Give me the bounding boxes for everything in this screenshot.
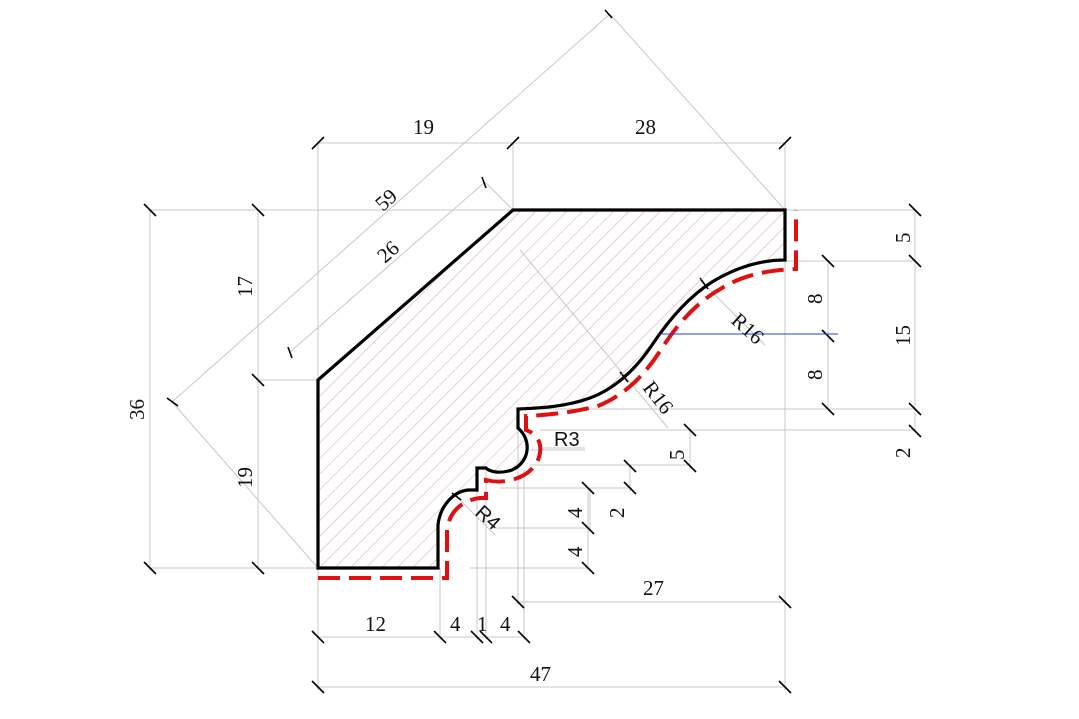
- dim-top-right-width: 28: [635, 115, 656, 139]
- molding-profile: [316, 208, 787, 570]
- offset-dashed-line: [318, 210, 798, 580]
- dim-right-arc-total: 15: [891, 325, 915, 346]
- dim-bottom-4b: 4: [500, 612, 511, 636]
- dim-step-a: 4: [563, 507, 587, 518]
- dim-diag-inner: 26: [372, 236, 404, 268]
- dim-left-upper-height: 17: [233, 276, 257, 297]
- dim-bottom-total: 47: [530, 662, 551, 686]
- dim-right-arc-upper: 8: [803, 294, 827, 305]
- dim-left-total-height: 36: [125, 399, 149, 420]
- dimension-lines: [149, 13, 916, 690]
- dim-right-small: 2: [891, 448, 915, 459]
- dim-left-lower-height: 19: [233, 467, 257, 488]
- radius-r3: R3: [554, 429, 580, 451]
- dim-mid-step: 5: [665, 450, 689, 461]
- dim-step-c: 4: [563, 546, 587, 557]
- radius-r16-lower: R16: [638, 376, 678, 418]
- dim-bottom-span: 27: [643, 576, 664, 600]
- dim-bottom-1: 1: [477, 612, 488, 636]
- dim-top-left-width: 19: [413, 115, 434, 139]
- dim-step-b: 2: [605, 508, 629, 519]
- dim-bottom-12: 12: [365, 612, 386, 636]
- dim-right-top: 5: [891, 233, 915, 244]
- dim-bottom-4a: 4: [450, 612, 461, 636]
- dimension-labels: 19 28 59 26 17 36 19 5 8 15 8 2 5 4 2 4 …: [125, 115, 915, 686]
- radius-r4: R4: [471, 501, 505, 534]
- dim-diag-outer: 59: [370, 184, 402, 216]
- dim-right-arc-lower: 8: [803, 370, 827, 381]
- dimension-ticks: [143, 9, 922, 694]
